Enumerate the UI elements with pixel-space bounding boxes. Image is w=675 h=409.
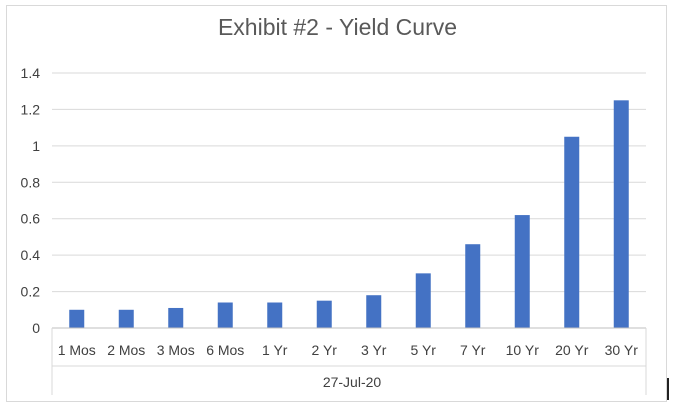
bar xyxy=(168,307,184,328)
x-tick-label: 3 Mos xyxy=(157,342,195,358)
bar xyxy=(316,300,332,328)
bar xyxy=(267,302,283,328)
bar-series xyxy=(69,100,629,328)
y-tick-label: 1.4 xyxy=(21,65,41,81)
y-tick-label: 0 xyxy=(32,320,40,336)
chart-frame xyxy=(6,5,667,402)
y-tick-label: 1 xyxy=(32,138,40,154)
x-tick-label: 2 Yr xyxy=(312,342,338,358)
edge-mark xyxy=(667,378,669,400)
x-tick-label: 5 Yr xyxy=(411,342,437,358)
x-axis-tick-labels: 1 Mos 2 Mos 3 Mos 6 Mos 1 Yr 2 Yr 3 Yr 5 Yr 7 Yr… xyxy=(58,342,639,358)
bar xyxy=(69,309,85,328)
bar xyxy=(564,136,580,328)
bar xyxy=(415,273,431,328)
x-tick-label: 30 Yr xyxy=(605,342,639,358)
gridlines xyxy=(52,72,646,293)
bar xyxy=(118,309,134,328)
y-tick-label: 0.4 xyxy=(21,247,41,263)
y-tick-label: 0.6 xyxy=(21,211,41,227)
x-tick-label: 1 Yr xyxy=(262,342,288,358)
x-axis-group-label: 27-Jul-20 xyxy=(323,374,382,390)
bar xyxy=(217,302,233,328)
bar xyxy=(613,100,629,328)
x-tick-label: 7 Yr xyxy=(460,342,486,358)
x-tick-label: 3 Yr xyxy=(361,342,387,358)
chart-title: Exhibit #2 - Yield Curve xyxy=(217,14,458,40)
x-tick-label: 1 Mos xyxy=(58,342,96,358)
x-tick-label: 2 Mos xyxy=(107,342,145,358)
x-axis xyxy=(51,327,647,395)
y-axis-tick-labels: 0 0.2 0.4 0.6 0.8 1 1.2 1.4 xyxy=(21,65,41,336)
y-tick-label: 0.2 xyxy=(21,284,41,300)
y-tick-label: 0.8 xyxy=(21,174,41,190)
y-tick-label: 1.2 xyxy=(21,101,41,117)
bar xyxy=(366,295,382,328)
x-tick-label: 6 Mos xyxy=(206,342,244,358)
bar xyxy=(465,244,481,328)
x-tick-label: 10 Yr xyxy=(506,342,540,358)
bar xyxy=(514,215,530,328)
x-tick-label: 20 Yr xyxy=(555,342,589,358)
